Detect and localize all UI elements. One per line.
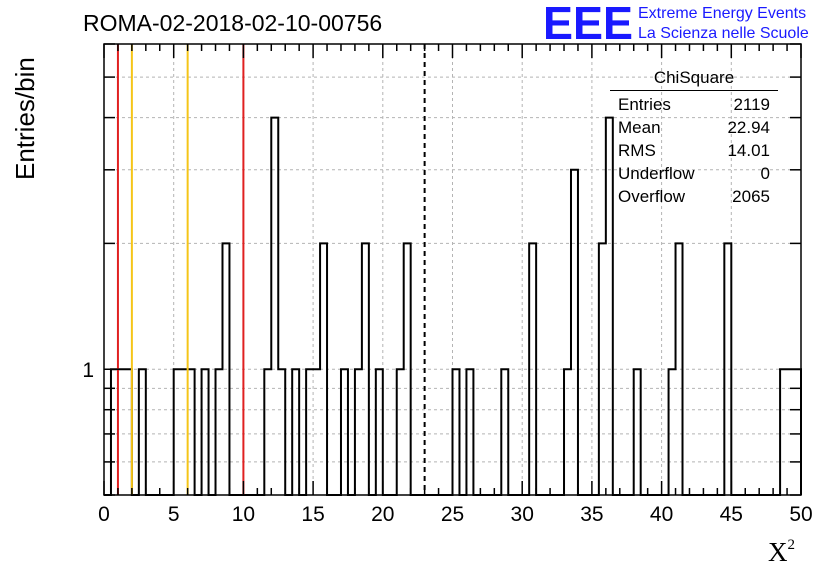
histogram-bin (271, 118, 278, 495)
logo-letters: EEE (543, 2, 633, 42)
x-axis-label-base: X (768, 537, 788, 567)
x-tick-label: 35 (580, 503, 603, 526)
stats-row-rms: RMS 14.01 (610, 139, 778, 162)
stats-value: 2065 (732, 187, 770, 206)
reference-lines (116, 44, 426, 495)
histogram-bin (571, 170, 578, 495)
stats-label: Entries (618, 95, 671, 114)
x-tick-label: 50 (789, 503, 812, 526)
x-tick-label: 15 (301, 503, 324, 526)
eee-logo: EEE (543, 2, 633, 42)
y-axis-label: Entries/bin (10, 57, 40, 180)
stats-value: 14.01 (727, 141, 770, 160)
stats-label: Overflow (618, 187, 686, 206)
x-tick-label: 30 (511, 503, 534, 526)
stats-value: 22.94 (727, 118, 770, 137)
stats-value: 0 (760, 164, 770, 183)
x-tick-label: 0 (98, 503, 110, 526)
x-axis-label-superscript: 2 (787, 537, 796, 553)
x-tick-label: 20 (371, 503, 394, 526)
x-tick-label: 10 (232, 503, 255, 526)
stats-title: ChiSquare (610, 68, 778, 91)
chart-title: ROMA-02-2018-02-10-00756 (83, 10, 383, 36)
x-tick-label: 40 (650, 503, 673, 526)
logo-caption: Extreme Energy Events La Scienza nelle S… (638, 4, 809, 44)
stats-row-mean: Mean 22.94 (610, 116, 778, 139)
axes: 0 5 10 15 20 25 30 35 40 45 50 1 (82, 43, 813, 526)
stats-label: Mean (618, 118, 661, 137)
stats-value: 2119 (733, 95, 770, 114)
x-tick-label: 5 (168, 503, 180, 526)
stats-row-overflow: Overflow 2065 (610, 185, 778, 208)
logo-caption-line1: Extreme Energy Events (638, 5, 807, 22)
stats-row-underflow: Underflow 0 (610, 162, 778, 185)
stats-row-entries: Entries 2119 (610, 93, 778, 116)
stats-label: RMS (618, 141, 656, 160)
x-axis-label: X2 (768, 537, 795, 568)
stats-box: ChiSquare Entries 2119 Mean 22.94 RMS 14.01… (610, 68, 778, 208)
stats-label: Underflow (618, 164, 695, 183)
logo-caption-line2: La Scienza nelle Scuole (638, 25, 809, 42)
y-tick-label: 1 (82, 359, 94, 382)
x-tick-label: 25 (441, 503, 464, 526)
x-tick-label: 45 (720, 503, 743, 526)
